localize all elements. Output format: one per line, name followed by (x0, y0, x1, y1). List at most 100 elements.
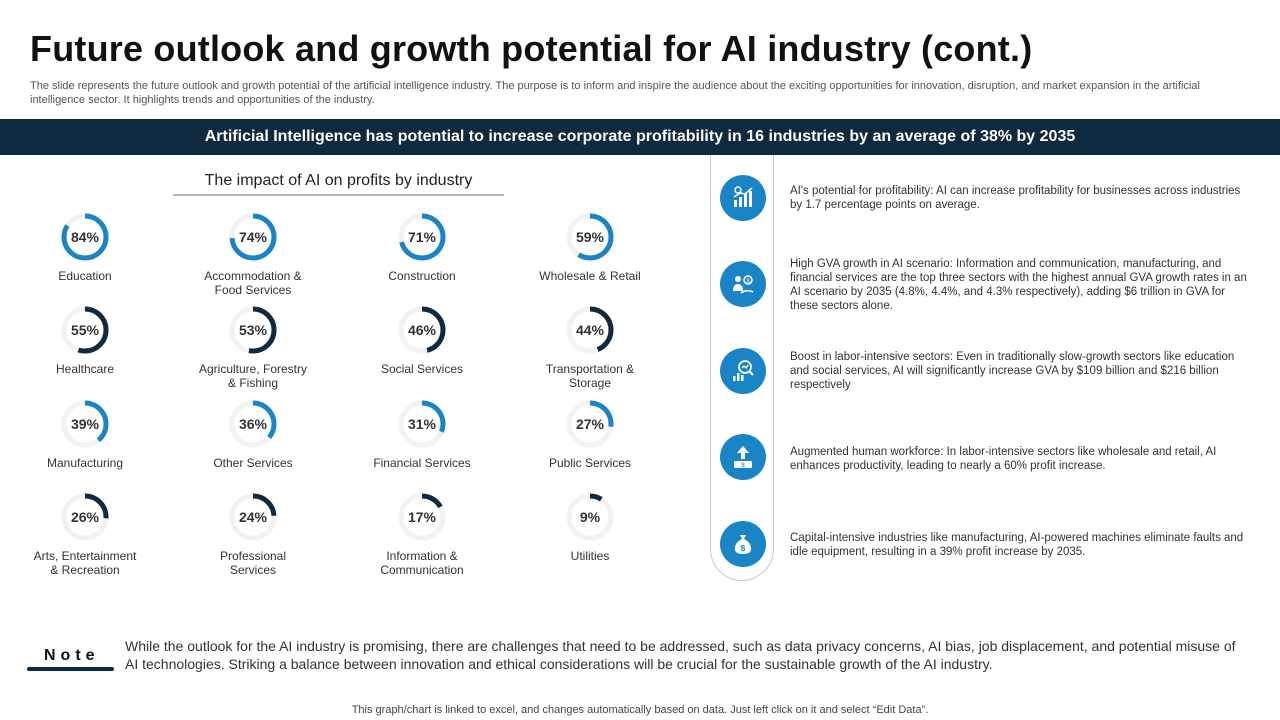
donut-ring: 74% (229, 213, 277, 261)
donut-ring: 46% (398, 306, 446, 354)
donut-cell: 17% Information & Communication (347, 490, 497, 577)
donut-category-label: Education (58, 269, 112, 283)
insight-text-3: Boost in labor-intensive sectors: Even i… (790, 351, 1235, 391)
donut-cell: 84% Education (10, 210, 160, 283)
donut-ring: 44% (566, 306, 614, 354)
donut-cell: 55% Healthcare (10, 303, 160, 376)
donut-ring: 39% (61, 400, 109, 448)
donut-arc (61, 400, 109, 448)
donut-arc (61, 493, 109, 541)
donut-value-label: 46% (408, 322, 437, 338)
donut-category-label: Agriculture, Forestry & Fishing (198, 362, 308, 390)
donut-arc (229, 400, 277, 448)
chart-title: The impact of AI on profits by industry (173, 172, 504, 196)
donut-cell: 31% Financial Services (347, 397, 497, 470)
donut-ring: 26% (61, 493, 109, 541)
page-subtitle: The slide represents the future outlook … (30, 80, 1200, 106)
donut-cell: 36% Other Services (178, 397, 328, 470)
insight-text-5: Capital-intensive industries like manufa… (790, 532, 1244, 558)
donut-value-label: 84% (71, 229, 100, 245)
page-title: Future outlook and growth potential for … (30, 28, 1033, 69)
donut-cell: 24% Professional Services (178, 490, 328, 577)
donut-cell: 9% Utilities (515, 490, 665, 563)
svg-text:$: $ (741, 463, 745, 469)
donut-value-label: 71% (408, 229, 437, 245)
donut-category-label: Manufacturing (46, 456, 124, 470)
donut-value-label: 39% (71, 416, 100, 432)
donut-arc (229, 493, 277, 541)
donut-cell: 27% Public Services (515, 397, 665, 470)
donut-chart-grid: 84% Education 74% Accommodation & Food Servi… (0, 0, 700, 600)
donut-value-label: 44% (576, 322, 605, 338)
insight-icon-2: $ (720, 261, 766, 307)
donut-arc (398, 400, 446, 448)
donut-category-label: Other Services (213, 456, 293, 470)
donut-cell: 26% Arts, Entertainment & Recreation (10, 490, 160, 577)
insight-icon-3 (720, 348, 766, 394)
donut-value-label: 36% (239, 416, 268, 432)
donut-ring: 24% (229, 493, 277, 541)
donut-ring: 84% (61, 213, 109, 261)
donut-category-label: Arts, Entertainment & Recreation (33, 549, 137, 577)
note-label: Note (44, 647, 100, 664)
insight-icon-4: $ (720, 434, 766, 480)
donut-category-label: Financial Services (373, 456, 471, 470)
insight-text-2: High GVA growth in AI scenario: Informat… (790, 258, 1247, 312)
donut-value-label: 74% (239, 229, 268, 245)
insight-text-4: Augmented human workforce: In labor-inte… (790, 446, 1217, 472)
donut-ring: 59% (566, 213, 614, 261)
donut-value-label: 27% (576, 416, 605, 432)
donut-arc (566, 213, 614, 261)
donut-cell: 44% Transportation & Storage (515, 303, 665, 390)
donut-category-label: Transportation & Storage (545, 362, 635, 390)
donut-value-label: 9% (580, 509, 601, 525)
growth-chart-icon (733, 186, 753, 207)
donut-arc (61, 306, 109, 354)
donut-ring: 71% (398, 213, 446, 261)
svg-text:$: $ (746, 279, 750, 285)
donut-value-label: 17% (408, 509, 437, 525)
donut-category-label: Professional Services (219, 549, 287, 577)
analysis-icon (733, 360, 754, 381)
footer-text: This graph/chart is linked to excel, and… (351, 704, 929, 716)
donut-arc (566, 306, 614, 354)
donut-arc (566, 493, 614, 541)
donut-value-label: 53% (239, 322, 268, 338)
donut-category-label: Wholesale & Retail (539, 269, 641, 283)
donut-arc (566, 400, 614, 448)
donut-category-label: Construction (388, 269, 456, 283)
donut-arc (398, 493, 446, 541)
money-bag-icon: $ (734, 535, 752, 554)
donut-cell: 71% Construction (347, 210, 497, 283)
note-underline (27, 667, 114, 671)
donut-category-label: Social Services (380, 362, 464, 376)
donut-arc (61, 213, 109, 261)
donut-category-label: Healthcare (55, 362, 115, 376)
donut-category-label: Information & Communication (380, 549, 464, 577)
donut-cell: 39% Manufacturing (10, 397, 160, 470)
donut-arc (229, 213, 277, 261)
donut-ring: 55% (61, 306, 109, 354)
donut-ring: 27% (566, 400, 614, 448)
donut-ring: 31% (398, 400, 446, 448)
donut-value-label: 55% (71, 322, 100, 338)
donut-cell: 74% Accommodation & Food Services (178, 210, 328, 297)
insight-icon-1 (720, 175, 766, 221)
investor-icon: $ (733, 275, 754, 294)
donut-ring: 17% (398, 493, 446, 541)
donut-arc (398, 213, 446, 261)
donut-arc (398, 306, 446, 354)
donut-ring: 53% (229, 306, 277, 354)
donut-category-label: Accommodation & Food Services (204, 269, 302, 297)
donut-value-label: 59% (576, 229, 605, 245)
donut-cell: 46% Social Services (347, 303, 497, 376)
donut-value-label: 24% (239, 509, 268, 525)
donut-cell: 59% Wholesale & Retail (515, 210, 665, 283)
money-growth-icon: $ (734, 446, 752, 469)
donut-category-label: Public Services (548, 456, 632, 470)
note-text: While the outlook for the AI industry is… (125, 638, 1236, 672)
insight-icon-5: $ (720, 521, 766, 567)
donut-ring: 36% (229, 400, 277, 448)
donut-value-label: 31% (408, 416, 437, 432)
svg-text:$: $ (741, 544, 746, 553)
